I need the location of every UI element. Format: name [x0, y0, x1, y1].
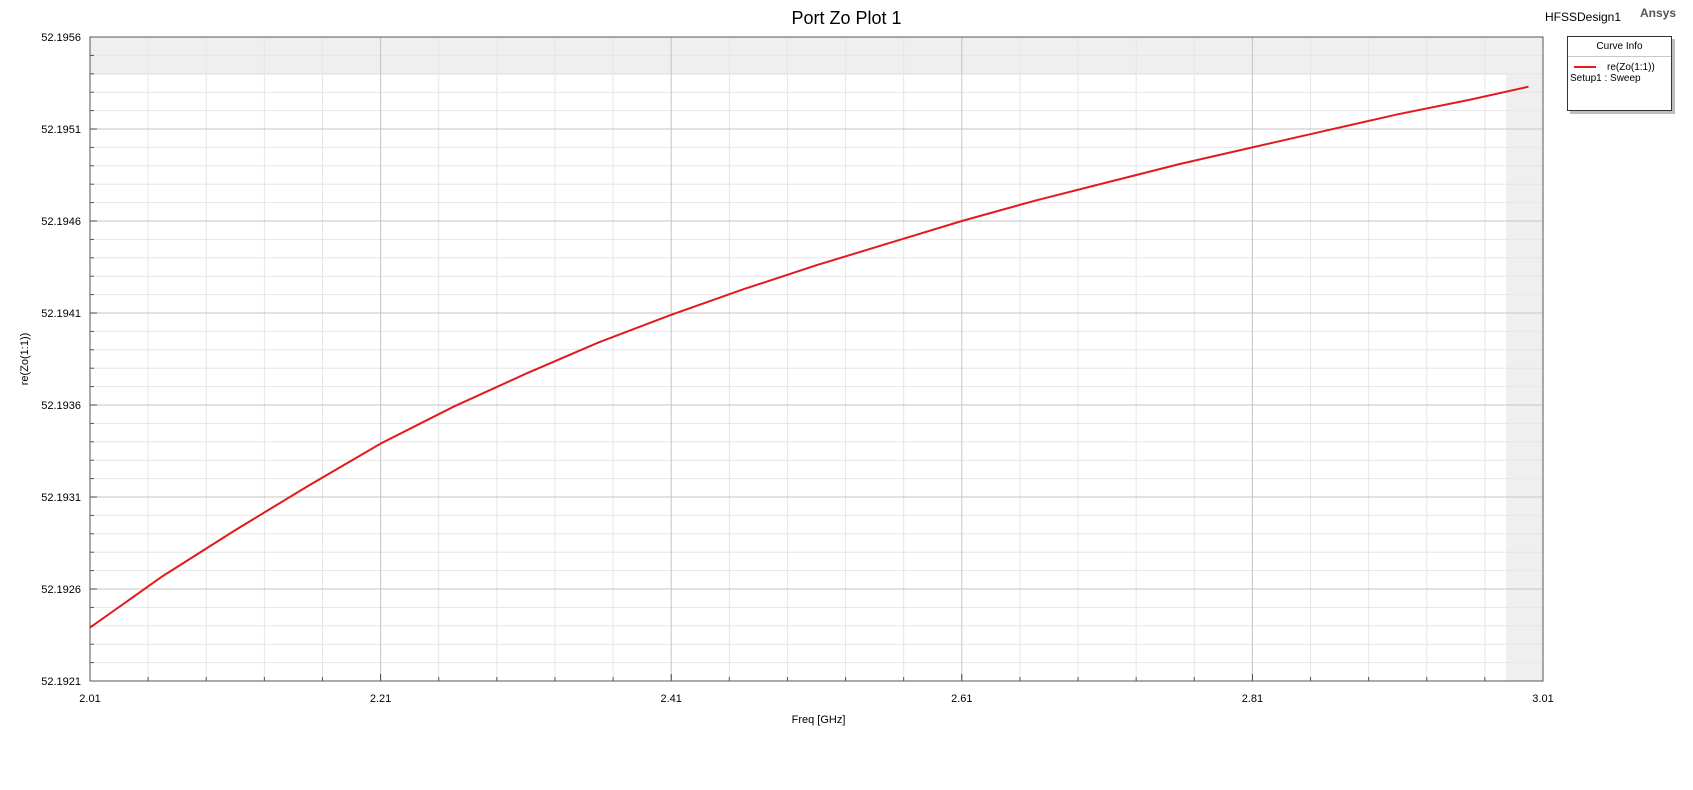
x-tick-label: 2.41	[660, 693, 681, 705]
legend-setup-name: Setup1 : Sweep	[1570, 73, 1641, 84]
series-line	[89, 85, 1529, 629]
x-axis-label: Freq [GHz]	[792, 714, 846, 726]
right-scroll-band	[1506, 37, 1543, 681]
y-tick-labels: 52.1921 52.1926 52.1931 52.1936 52.1941 52.19…	[41, 32, 81, 688]
x-tick-label: 2.61	[951, 693, 972, 705]
y-tick-label: 52.1956	[41, 32, 81, 44]
x-tick-label: 3.01	[1532, 693, 1553, 705]
y-tick-label: 52.1936	[41, 400, 81, 412]
curve-info-legend[interactable]: Curve Info re(Zo(1:1)) Setup1 : Sweep	[1567, 36, 1672, 111]
x-tick-labels: 2.01 2.21 2.41 2.61 2.81 3.01	[79, 693, 1553, 705]
chart-title: Port Zo Plot 1	[791, 8, 902, 28]
x-tick-label: 2.01	[79, 693, 100, 705]
series-layer	[89, 85, 1529, 629]
y-tick-label: 52.1921	[41, 676, 81, 688]
brand-logo: Ansys	[1640, 6, 1677, 20]
legend-series-name: re(Zo(1:1))	[1607, 62, 1655, 73]
y-tick-label: 52.1931	[41, 492, 81, 504]
plot-frame	[89, 36, 1544, 682]
y-tick-label: 52.1941	[41, 308, 81, 320]
y-tick-label: 52.1926	[41, 584, 81, 596]
design-name: HFSSDesign1	[1545, 10, 1622, 24]
scroll-bands	[90, 37, 1543, 681]
x-tick-label: 2.21	[370, 693, 391, 705]
top-scroll-band	[90, 37, 1543, 75]
legend-setup-row: Setup1 : Sweep	[1568, 73, 1671, 89]
legend-entry[interactable]: re(Zo(1:1))	[1568, 57, 1671, 73]
legend-swatch	[1574, 66, 1596, 68]
legend-title: Curve Info	[1568, 37, 1671, 57]
x-tick-label: 2.81	[1242, 693, 1263, 705]
axis-ticks	[89, 36, 1544, 682]
y-tick-label: 52.1951	[41, 124, 81, 136]
y-axis-label: re(Zo(1:1))	[19, 333, 31, 386]
grid-lines	[89, 36, 1544, 682]
y-tick-label: 52.1946	[41, 216, 81, 228]
